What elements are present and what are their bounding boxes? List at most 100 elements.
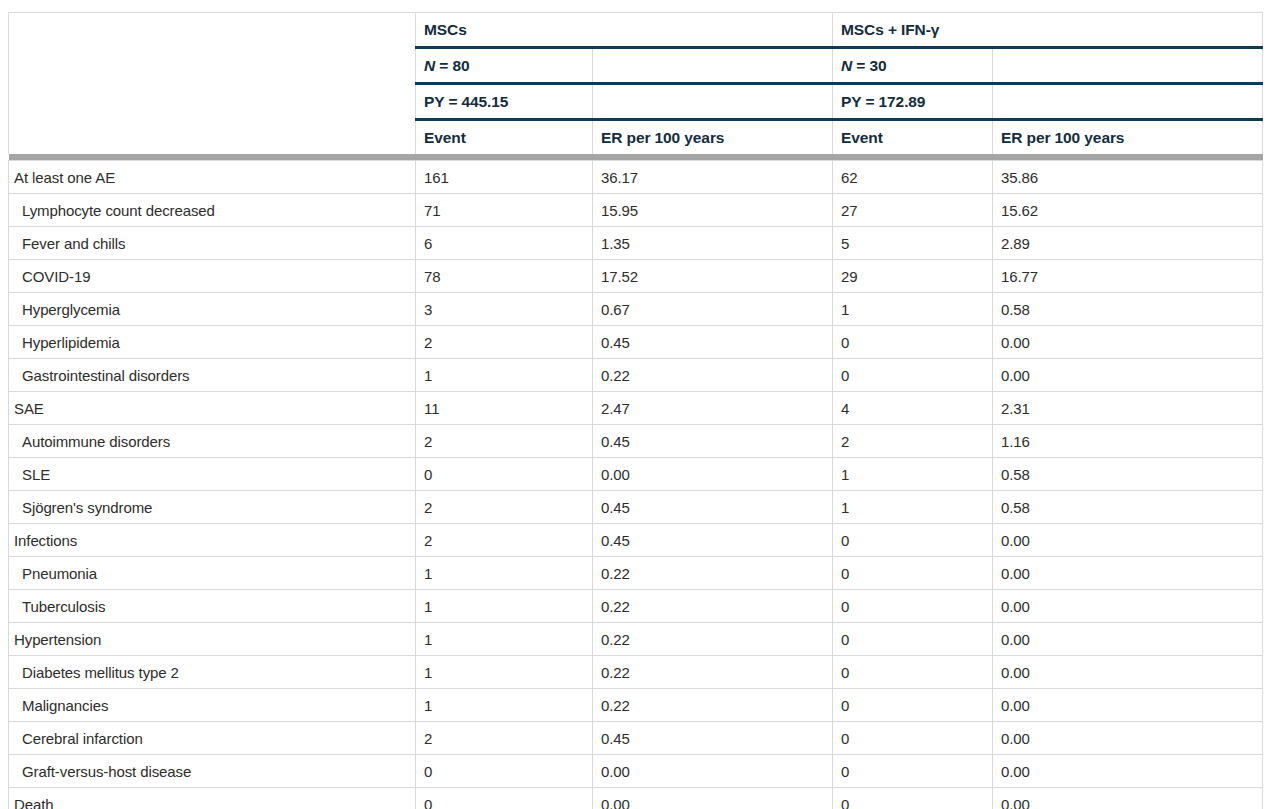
column-header-er-mscs-ifn-gamma: ER per 100 years	[993, 120, 1263, 155]
event-count-mscs: 1	[416, 557, 593, 590]
person-years-mscs: PY = 445.15	[416, 84, 593, 120]
adverse-event-label: COVID-19	[9, 260, 416, 293]
group-header-mscs-ifn-gamma: MSCs + IFN-γ	[833, 13, 1263, 48]
event-rate-mscs: 0.45	[593, 425, 833, 458]
event-count-mscs-ifn-gamma: 0	[833, 524, 993, 557]
column-header-event-mscs: Event	[416, 120, 593, 155]
event-count-mscs: 2	[416, 722, 593, 755]
table-row: Fever and chills 6 1.35 5 2.89	[9, 227, 1263, 260]
event-count-mscs-ifn-gamma: 0	[833, 722, 993, 755]
event-rate-mscs-ifn-gamma: 35.86	[993, 161, 1263, 194]
event-rate-mscs-ifn-gamma: 1.16	[993, 425, 1263, 458]
event-rate-mscs-ifn-gamma: 0.00	[993, 623, 1263, 656]
event-rate-mscs: 0.22	[593, 656, 833, 689]
group-header-row: MSCs MSCs + IFN-γ	[9, 13, 1263, 48]
event-count-mscs: 1	[416, 623, 593, 656]
event-count-mscs: 0	[416, 458, 593, 491]
event-count-mscs: 1	[416, 656, 593, 689]
event-count-mscs-ifn-gamma: 0	[833, 755, 993, 788]
adverse-event-label: Cerebral infarction	[9, 722, 416, 755]
corner-empty-cell	[9, 13, 416, 155]
column-header-event-mscs-ifn-gamma: Event	[833, 120, 993, 155]
empty-cell	[593, 48, 833, 84]
n-symbol: N	[424, 57, 435, 74]
adverse-event-label: Malignancies	[9, 689, 416, 722]
event-count-mscs-ifn-gamma: 0	[833, 557, 993, 590]
adverse-event-label: Death	[9, 788, 416, 809]
table-row: At least one AE 161 36.17 62 35.86	[9, 161, 1263, 194]
event-rate-mscs-ifn-gamma: 15.62	[993, 194, 1263, 227]
adverse-event-label: At least one AE	[9, 161, 416, 194]
event-count-mscs: 161	[416, 161, 593, 194]
event-count-mscs-ifn-gamma: 27	[833, 194, 993, 227]
adverse-event-label: Autoimmune disorders	[9, 425, 416, 458]
empty-cell	[993, 48, 1263, 84]
event-rate-mscs: 17.52	[593, 260, 833, 293]
adverse-event-label: Fever and chills	[9, 227, 416, 260]
event-rate-mscs: 36.17	[593, 161, 833, 194]
adverse-event-label: Tuberculosis	[9, 590, 416, 623]
adverse-event-label: Infections	[9, 524, 416, 557]
table-row: Infections 2 0.45 0 0.00	[9, 524, 1263, 557]
group-header-mscs: MSCs	[416, 13, 833, 48]
table-row: Tuberculosis 1 0.22 0 0.00	[9, 590, 1263, 623]
table-row: Pneumonia 1 0.22 0 0.00	[9, 557, 1263, 590]
event-count-mscs-ifn-gamma: 5	[833, 227, 993, 260]
table-row: Gastrointestinal disorders 1 0.22 0 0.00	[9, 359, 1263, 392]
adverse-event-label: SLE	[9, 458, 416, 491]
table-row: Sjögren's syndrome 2 0.45 1 0.58	[9, 491, 1263, 524]
table-row: Malignancies 1 0.22 0 0.00	[9, 689, 1263, 722]
table-row: Graft-versus-host disease 0 0.00 0 0.00	[9, 755, 1263, 788]
table-row: Hyperlipidemia 2 0.45 0 0.00	[9, 326, 1263, 359]
n-value: = 30	[852, 57, 886, 74]
event-rate-mscs: 1.35	[593, 227, 833, 260]
adverse-event-label: Hyperlipidemia	[9, 326, 416, 359]
event-rate-mscs-ifn-gamma: 2.89	[993, 227, 1263, 260]
adverse-events-page: MSCs MSCs + IFN-γ N = 80 N = 30 PY = 445…	[0, 0, 1271, 809]
event-rate-mscs-ifn-gamma: 0.00	[993, 326, 1263, 359]
event-count-mscs-ifn-gamma: 0	[833, 359, 993, 392]
event-rate-mscs: 0.00	[593, 788, 833, 809]
event-rate-mscs: 15.95	[593, 194, 833, 227]
event-count-mscs-ifn-gamma: 1	[833, 458, 993, 491]
event-count-mscs-ifn-gamma: 0	[833, 590, 993, 623]
event-count-mscs-ifn-gamma: 0	[833, 689, 993, 722]
table-row: Lymphocyte count decreased 71 15.95 27 1…	[9, 194, 1263, 227]
table-row: SAE 11 2.47 4 2.31	[9, 392, 1263, 425]
event-rate-mscs-ifn-gamma: 0.00	[993, 359, 1263, 392]
table-row: Cerebral infarction 2 0.45 0 0.00	[9, 722, 1263, 755]
event-count-mscs: 1	[416, 689, 593, 722]
adverse-event-label: Sjögren's syndrome	[9, 491, 416, 524]
event-rate-mscs-ifn-gamma: 0.00	[993, 656, 1263, 689]
event-rate-mscs-ifn-gamma: 16.77	[993, 260, 1263, 293]
event-count-mscs: 2	[416, 326, 593, 359]
event-count-mscs: 3	[416, 293, 593, 326]
event-count-mscs: 1	[416, 590, 593, 623]
event-rate-mscs: 0.22	[593, 623, 833, 656]
event-count-mscs-ifn-gamma: 1	[833, 293, 993, 326]
event-rate-mscs: 2.47	[593, 392, 833, 425]
event-count-mscs-ifn-gamma: 29	[833, 260, 993, 293]
adverse-event-label: Hyperglycemia	[9, 293, 416, 326]
column-header-er-mscs: ER per 100 years	[593, 120, 833, 155]
adverse-event-label: Pneumonia	[9, 557, 416, 590]
event-rate-mscs: 0.22	[593, 359, 833, 392]
table-row: Autoimmune disorders 2 0.45 2 1.16	[9, 425, 1263, 458]
event-count-mscs: 2	[416, 491, 593, 524]
event-count-mscs: 0	[416, 788, 593, 809]
event-rate-mscs-ifn-gamma: 0.00	[993, 788, 1263, 809]
adverse-event-label: Gastrointestinal disorders	[9, 359, 416, 392]
event-rate-mscs: 0.00	[593, 755, 833, 788]
event-count-mscs-ifn-gamma: 0	[833, 623, 993, 656]
adverse-event-label: Hypertension	[9, 623, 416, 656]
event-count-mscs: 11	[416, 392, 593, 425]
event-rate-mscs: 0.45	[593, 524, 833, 557]
event-rate-mscs-ifn-gamma: 0.00	[993, 755, 1263, 788]
event-count-mscs: 6	[416, 227, 593, 260]
event-rate-mscs: 0.45	[593, 722, 833, 755]
event-count-mscs-ifn-gamma: 0	[833, 656, 993, 689]
event-count-mscs: 1	[416, 359, 593, 392]
adverse-events-table: MSCs MSCs + IFN-γ N = 80 N = 30 PY = 445…	[8, 12, 1263, 809]
event-rate-mscs: 0.22	[593, 689, 833, 722]
n-value: = 80	[435, 57, 469, 74]
